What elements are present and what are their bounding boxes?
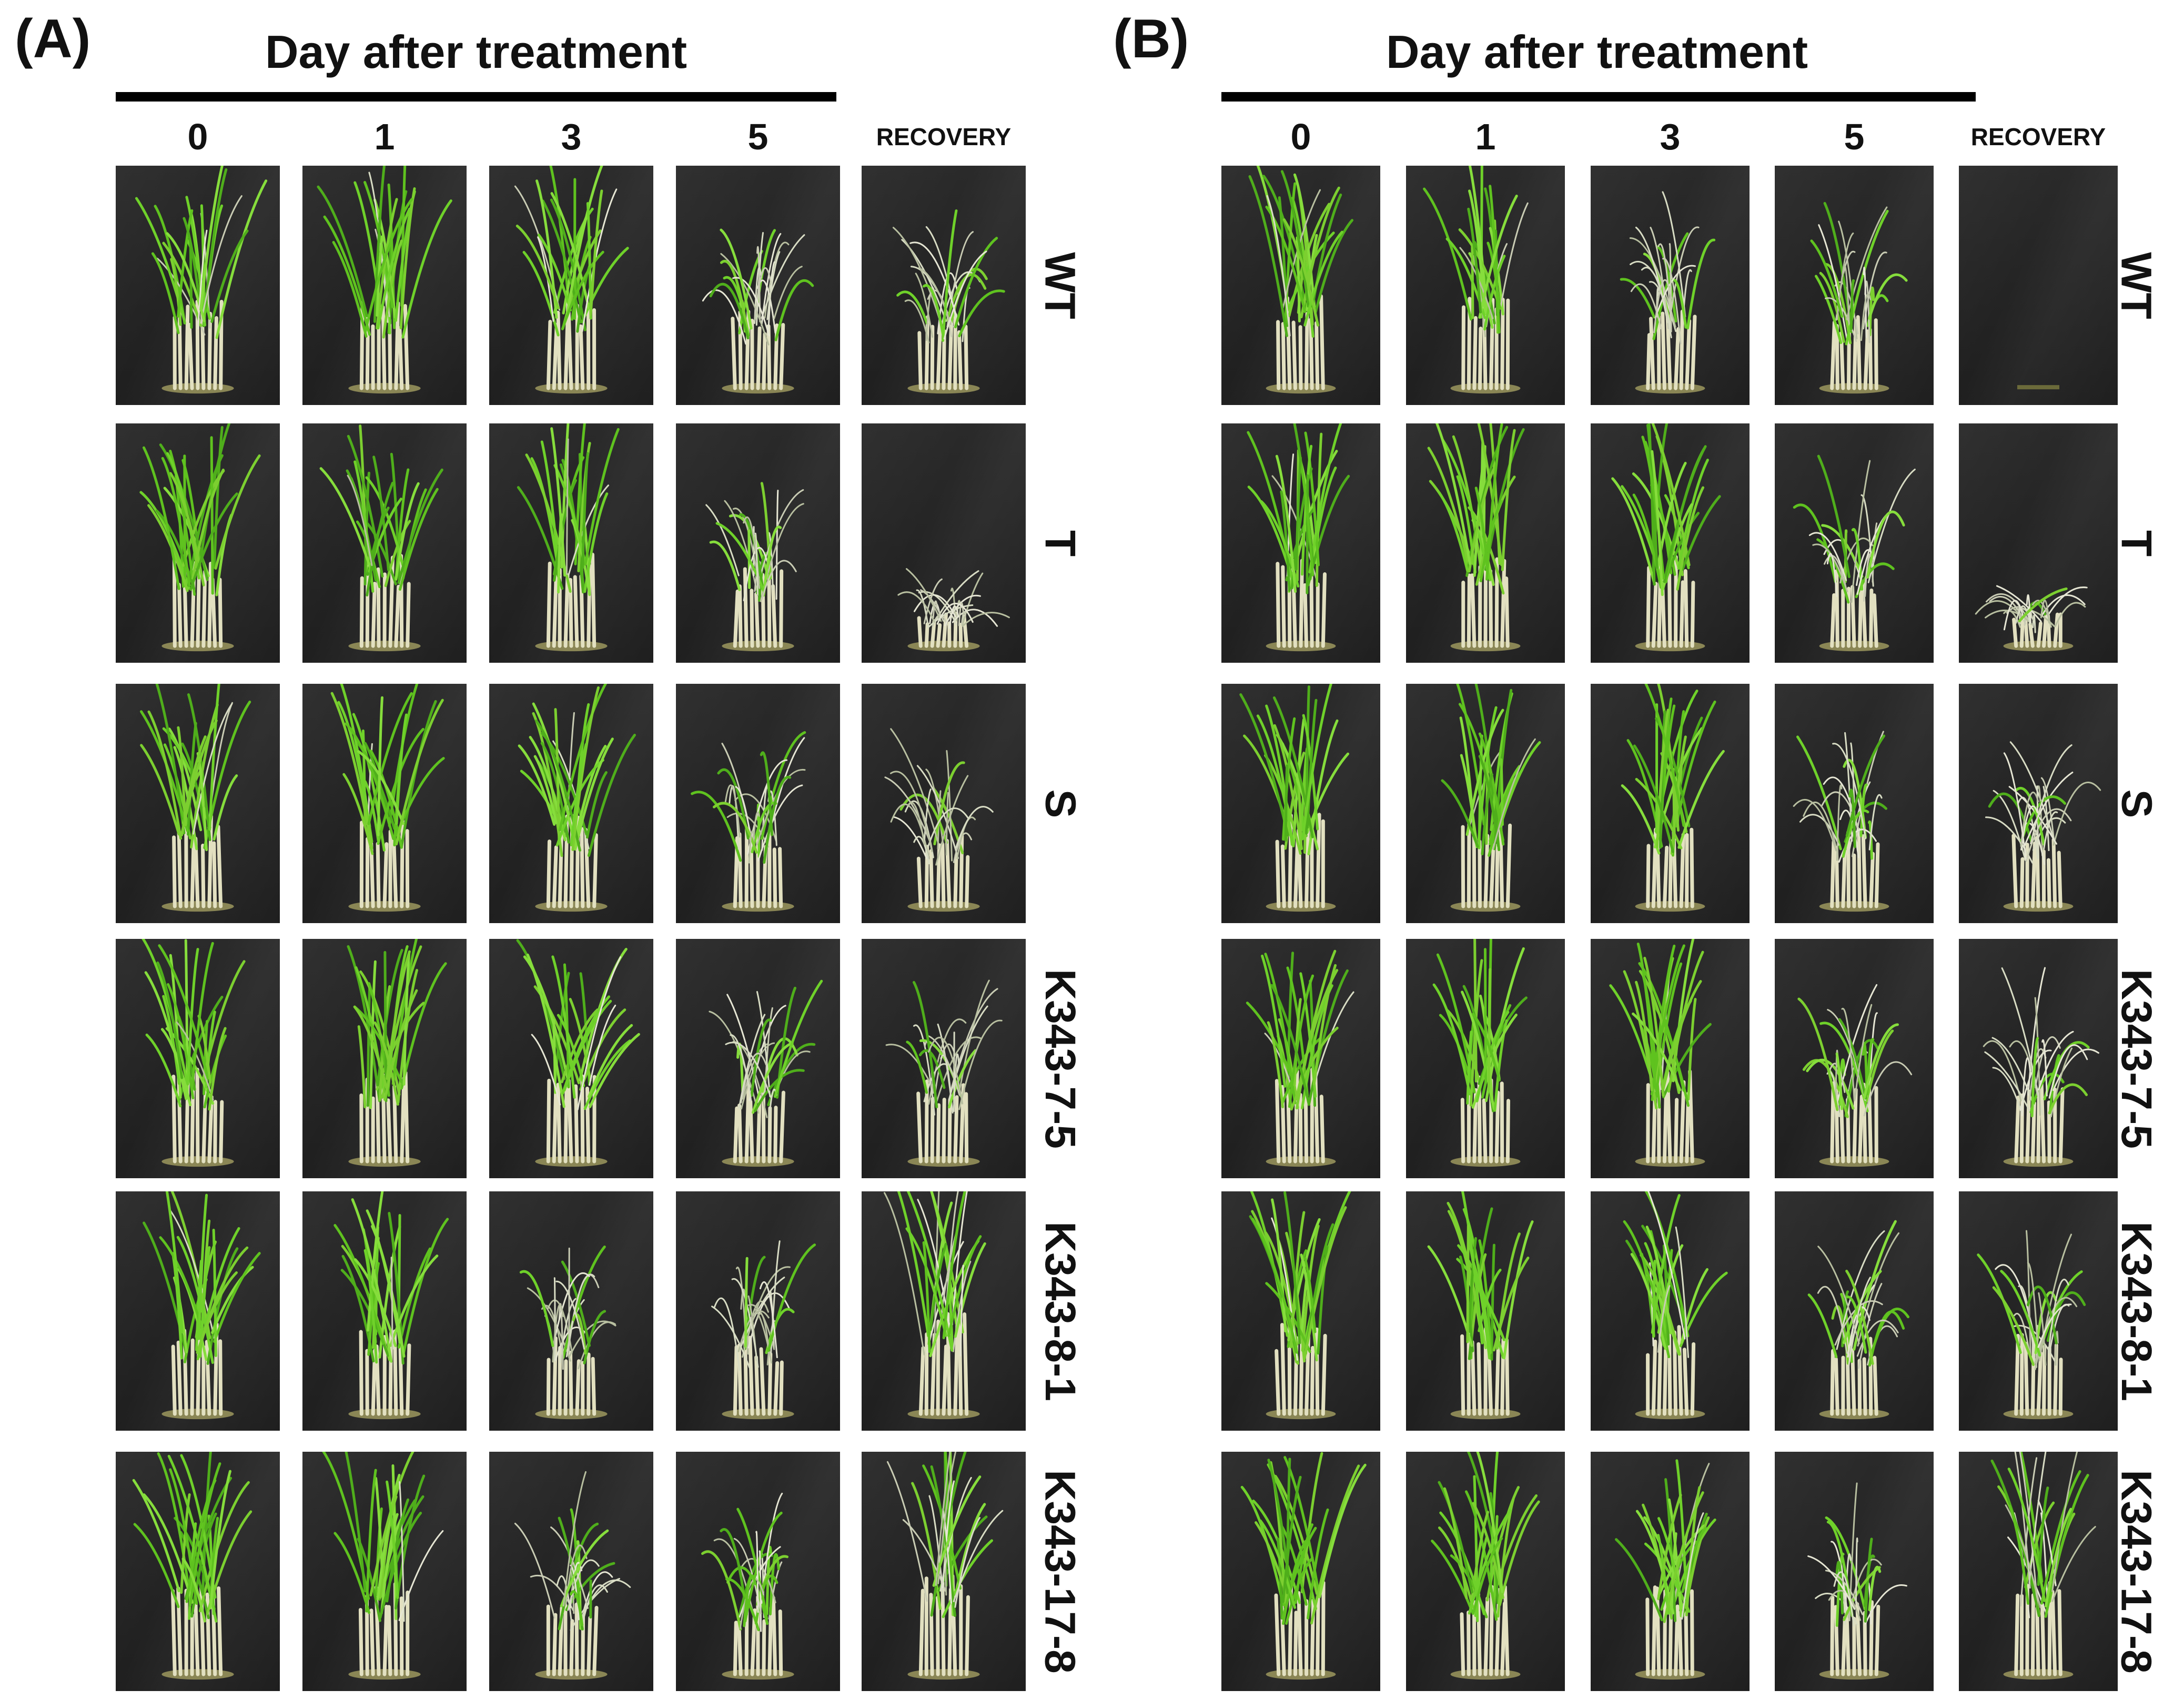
plant-photo <box>1775 939 1934 1178</box>
plant-photo <box>302 423 467 663</box>
column-label: RECOVERY <box>876 123 1012 150</box>
panel-b: (B) Day after treatment 0 1 3 5 RECOVERY WT T S… <box>1092 0 2184 1700</box>
plant-photo <box>302 1452 467 1691</box>
row-label: K343-8-1 <box>1036 1221 1085 1401</box>
plant-photo <box>1775 166 1934 405</box>
row-label: S <box>1036 789 1084 818</box>
column-label: 3 <box>561 116 582 157</box>
plant-photo <box>1406 684 1565 923</box>
plant-photo <box>862 684 1026 923</box>
plant-photo <box>1406 1452 1565 1691</box>
plant-photo <box>489 423 653 663</box>
plant-photo <box>1775 1191 1934 1431</box>
plant-photo <box>1591 166 1750 405</box>
plant-photo <box>116 939 280 1178</box>
column-label: 5 <box>1844 116 1865 157</box>
plant-photo <box>676 1191 840 1431</box>
row-label: K343-7-5 <box>1036 968 1085 1149</box>
plant-photo <box>489 166 653 405</box>
row-label: T <box>1036 530 1084 556</box>
plant-photo <box>1959 423 2118 663</box>
plant-photo <box>1959 1452 2118 1691</box>
plant-photo <box>116 166 280 405</box>
plant-photo <box>1775 684 1934 923</box>
plant-photo <box>676 166 840 405</box>
panel-label: (B) <box>1113 8 1189 69</box>
plant-photo <box>676 1452 840 1691</box>
plant-photo <box>489 939 653 1178</box>
column-label: 3 <box>1660 116 1681 157</box>
header-title: Day after treatment <box>1386 26 1808 78</box>
plant-photo <box>1775 423 1934 663</box>
column-label: 0 <box>1290 116 1311 157</box>
header-rule <box>116 92 836 102</box>
column-label: 5 <box>747 116 769 157</box>
plant-photo <box>1221 423 1380 663</box>
plant-photo <box>302 939 467 1178</box>
plant-photo <box>1221 1452 1380 1691</box>
plant-photo <box>1406 1191 1565 1431</box>
panel-label: (A) <box>15 8 91 69</box>
plant-photo <box>1591 684 1750 923</box>
plant-photo <box>862 1191 1026 1431</box>
plant-photo <box>302 166 467 405</box>
plant-photo <box>1406 166 1565 405</box>
plant-photo <box>1221 684 1380 923</box>
plant-photo <box>489 684 653 923</box>
plant-photo <box>1591 1191 1750 1431</box>
plant-photo <box>1221 1191 1380 1431</box>
plant-photo <box>1406 423 1565 663</box>
plant-photo <box>1221 939 1380 1178</box>
column-label: 1 <box>1475 116 1496 157</box>
plant-photo <box>1775 1452 1934 1691</box>
plant-photo <box>676 939 840 1178</box>
column-label: 0 <box>187 116 208 157</box>
header-title: Day after treatment <box>265 26 687 78</box>
plant-photo <box>862 939 1026 1178</box>
plant-photo <box>116 423 280 663</box>
plant-photo <box>1959 166 2118 405</box>
plant-photo <box>862 423 1026 663</box>
plant-photo <box>862 1452 1026 1691</box>
plant-photo <box>1959 1191 2118 1431</box>
row-label: WT <box>1036 251 1085 319</box>
plant-photo <box>302 684 467 923</box>
plant-photo <box>116 684 280 923</box>
plant-photo <box>1591 423 1750 663</box>
row-label: K343-17-8 <box>1036 1469 1084 1674</box>
plant-photo <box>1959 939 2118 1178</box>
plant-photo <box>116 1191 280 1431</box>
header-rule <box>1221 92 1976 102</box>
plant-photo <box>489 1452 653 1691</box>
plant-photo <box>116 1452 280 1691</box>
column-label: 1 <box>374 116 395 157</box>
plant-photo <box>862 166 1026 405</box>
plant-photo <box>1591 939 1750 1178</box>
plant-photo <box>1221 166 1380 405</box>
plant-photo <box>1959 684 2118 923</box>
plant-photo <box>1591 1452 1750 1691</box>
plant-photo <box>489 1191 653 1431</box>
plant-photo <box>676 423 840 663</box>
plant-photo <box>676 684 840 923</box>
plant-photo <box>1406 939 1565 1178</box>
column-label: RECOVERY <box>1970 123 2106 150</box>
plant-photo <box>302 1191 467 1431</box>
panel-a: (A) Day after treatment 0 1 3 5 RECOVERY WT T S… <box>15 8 1085 1691</box>
